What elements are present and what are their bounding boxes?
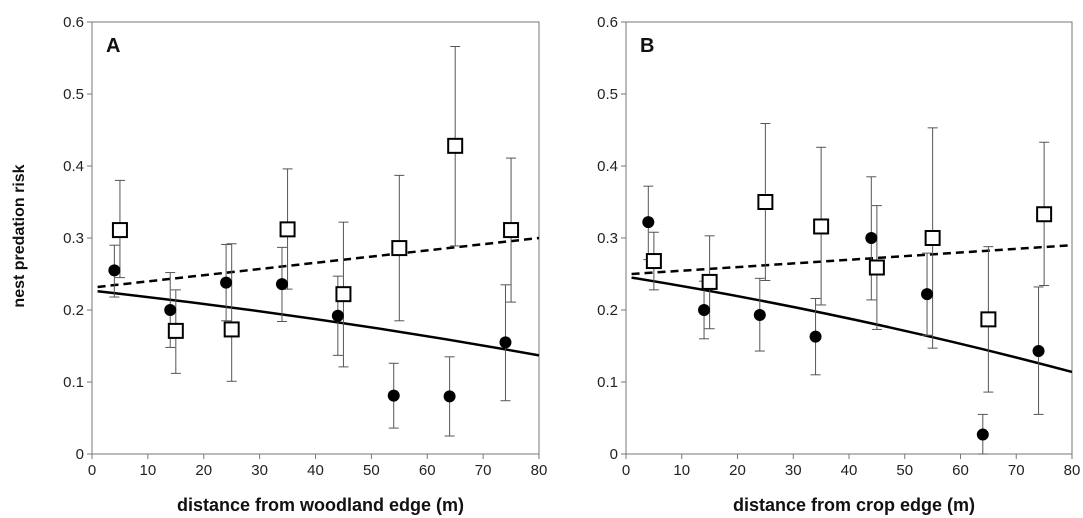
data-point-square bbox=[1036, 206, 1053, 223]
x-tick-label: 40 bbox=[307, 462, 324, 479]
data-point-circle bbox=[921, 288, 934, 301]
x-tick-label: 70 bbox=[1008, 462, 1025, 479]
trend-line-dashed bbox=[97, 236, 540, 289]
data-point-square bbox=[223, 321, 240, 338]
x-tick-label: 40 bbox=[841, 462, 858, 479]
plot-frame bbox=[625, 21, 1073, 455]
trend-line-solid bbox=[97, 290, 540, 357]
data-point-circle bbox=[443, 390, 456, 403]
y-tick-label: 0.6 bbox=[63, 14, 84, 31]
x-tick-label: 0 bbox=[88, 462, 96, 479]
x-tick-label: 60 bbox=[419, 462, 436, 479]
x-tick-label: 60 bbox=[952, 462, 969, 479]
trend-line-solid bbox=[631, 276, 1073, 374]
y-tick-label: 0.5 bbox=[63, 86, 84, 103]
panel-letter: B bbox=[640, 35, 654, 57]
y-tick-label: 0.1 bbox=[597, 374, 618, 391]
y-tick-label: 0.2 bbox=[63, 302, 84, 319]
data-point-circle bbox=[865, 232, 878, 244]
data-point-square bbox=[279, 221, 296, 238]
data-point-square bbox=[335, 286, 352, 303]
y-tick-label: 0 bbox=[610, 446, 618, 463]
data-point-circle bbox=[698, 304, 711, 316]
data-point-circle bbox=[220, 276, 233, 289]
data-point-square bbox=[701, 273, 718, 290]
panel-a: 0 10 20 30 40 50 60 70 80 0 0.1 0.2 0.3 0.4 0.5 0.6 dist… bbox=[63, 14, 547, 515]
x-tick-label: 30 bbox=[785, 462, 802, 479]
y-tick-label: 0.5 bbox=[597, 86, 618, 103]
data-point-square bbox=[447, 137, 464, 154]
data-point-square bbox=[924, 230, 941, 246]
data-point-square bbox=[980, 311, 997, 328]
x-axis-label: distance from woodland edge (m) bbox=[177, 495, 464, 515]
data-point-square bbox=[503, 222, 520, 239]
data-point-square bbox=[868, 259, 885, 276]
y-tick-label: 0.1 bbox=[63, 374, 84, 391]
x-tick-label: 50 bbox=[896, 462, 913, 479]
data-point-circle bbox=[108, 264, 121, 277]
y-tick-label: 0.4 bbox=[597, 158, 618, 175]
data-point-square bbox=[813, 218, 830, 235]
y-tick-label: 0.2 bbox=[597, 302, 618, 319]
y-tick-label: 0.3 bbox=[63, 230, 84, 247]
panel-b: 0 10 20 30 40 50 60 70 80 0 0.1 0.2 0.3 0.4 0.5 0.6 dist… bbox=[597, 14, 1080, 515]
data-point-square bbox=[391, 240, 408, 257]
y-axis-label: nest predation risk bbox=[11, 164, 28, 307]
data-point-circle bbox=[976, 428, 989, 441]
x-tick-label: 50 bbox=[363, 462, 380, 479]
x-tick-label: 0 bbox=[622, 462, 630, 479]
data-point-circle bbox=[387, 389, 400, 402]
data-point-square bbox=[757, 194, 774, 210]
data-point-circle bbox=[642, 216, 655, 229]
x-tick-label: 20 bbox=[729, 462, 746, 479]
data-point-circle bbox=[1032, 345, 1045, 358]
x-tick-label: 10 bbox=[140, 462, 157, 479]
plot-frame bbox=[91, 21, 540, 455]
data-point-square bbox=[111, 222, 128, 239]
data-point-circle bbox=[331, 309, 344, 322]
data-point-circle bbox=[753, 309, 766, 322]
panel-letter: A bbox=[106, 35, 120, 57]
data-point-circle bbox=[275, 278, 288, 291]
y-tick-label: 0.6 bbox=[597, 14, 618, 31]
data-point-square bbox=[645, 253, 662, 270]
trend-line-dashed bbox=[631, 243, 1073, 276]
x-tick-label: 30 bbox=[251, 462, 268, 479]
y-tick-label: 0.4 bbox=[63, 158, 84, 175]
x-tick-label: 80 bbox=[1064, 462, 1081, 479]
data-point-square bbox=[167, 322, 184, 339]
data-point-circle bbox=[499, 336, 512, 349]
data-point-circle bbox=[164, 304, 177, 316]
y-tick-label: 0 bbox=[76, 446, 84, 463]
x-tick-label: 70 bbox=[475, 462, 492, 479]
x-tick-label: 10 bbox=[673, 462, 690, 479]
y-tick-label: 0.3 bbox=[597, 230, 618, 247]
x-tick-label: 80 bbox=[531, 462, 548, 479]
x-tick-label: 20 bbox=[195, 462, 212, 479]
x-axis-label: distance from crop edge (m) bbox=[733, 495, 975, 515]
data-point-circle bbox=[809, 330, 822, 343]
